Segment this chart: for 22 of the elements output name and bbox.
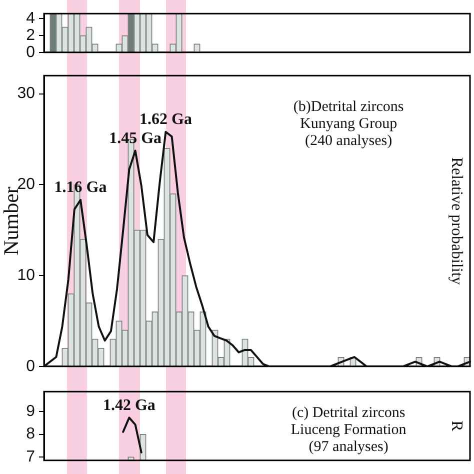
y-tick-label: 30: [17, 85, 36, 102]
y2-axis-title: R: [448, 420, 465, 432]
y-tick-label: 7: [26, 448, 36, 466]
annotation: (b)Detrital zircons: [293, 99, 404, 116]
y-tick-label: 4: [26, 10, 36, 28]
y-tick-label: 0: [26, 358, 36, 375]
annotation: Liuceng Formation: [290, 422, 407, 438]
y-tick-label: 0: [26, 44, 36, 61]
y-tick-label: 8: [26, 426, 36, 443]
annotation: (c) Detrital zircons: [292, 404, 406, 421]
y-tick-label: 10: [17, 266, 36, 284]
annotation: 1.62 Ga: [139, 111, 192, 128]
y-tick-label: 9: [26, 402, 36, 420]
annotation: Kunyang Group: [300, 116, 398, 132]
annotation: (97 analyses): [308, 438, 388, 455]
y-tick-label: 2: [26, 26, 36, 44]
annotation: (240 analyses): [305, 133, 392, 150]
y2-axis-title: Relative probability: [448, 157, 465, 285]
annotation: 1.16 Ga: [54, 179, 107, 196]
annotation: 1.45 Ga: [109, 130, 162, 147]
y-tick-label: 20: [17, 176, 36, 194]
annotation: 1.42 Ga: [102, 396, 156, 414]
